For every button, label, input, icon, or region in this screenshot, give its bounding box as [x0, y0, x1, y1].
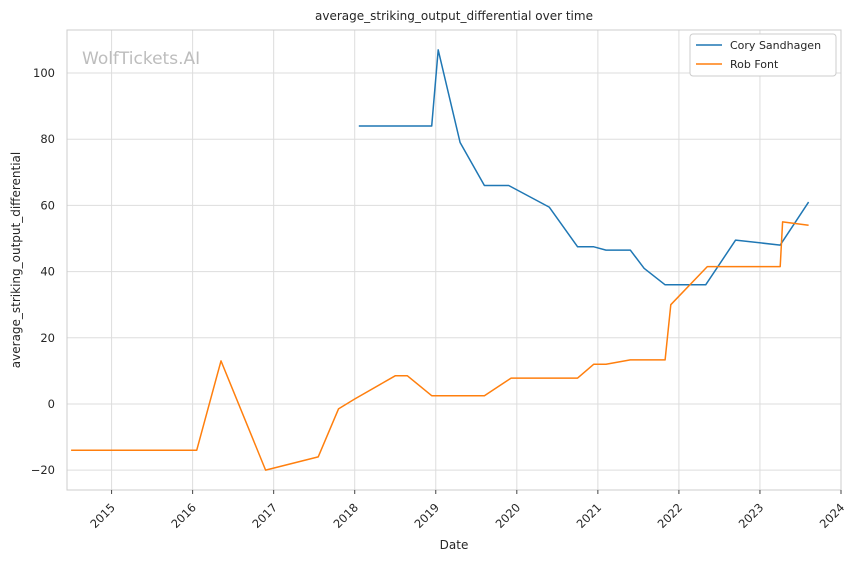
plot-area: [67, 30, 841, 490]
y-tick-label: 80: [40, 132, 55, 146]
x-tick-label: 2016: [168, 500, 199, 531]
series-layer: [71, 49, 810, 471]
legend-box: [689, 33, 837, 77]
grid: [67, 30, 842, 490]
x-tick-label: 2022: [655, 500, 686, 531]
y-tick-label: 40: [40, 265, 55, 279]
legend-label-rob-font: Rob Font: [730, 58, 779, 71]
legend: Cory Sandhagen Rob Font: [689, 33, 837, 77]
series-line-cory-sandhagen: [358, 49, 810, 286]
x-tick-label: 2020: [493, 500, 524, 531]
y-axis-ticks: −20 0 20 40 60 80 100: [31, 66, 55, 477]
x-axis-ticks: 2015 2016 2017 2018 2019 2020 2021 2022 2023 2024: [87, 490, 847, 531]
y-tick-label: −20: [31, 463, 55, 477]
y-tick-label: 0: [48, 397, 55, 411]
x-tick-label: 2017: [249, 500, 280, 531]
series-line-rob-font: [71, 221, 809, 471]
x-tick-label: 2015: [87, 500, 118, 531]
y-tick-label: 20: [40, 331, 55, 345]
x-tick-label: 2019: [412, 500, 443, 531]
y-tick-label: 60: [40, 198, 55, 212]
plot-frame: [66, 29, 842, 491]
watermark: WolfTickets.AI: [82, 49, 200, 69]
x-axis-title: Date: [440, 538, 469, 552]
chart-title: average_striking_output_differential ove…: [315, 9, 593, 23]
legend-label-cory-sandhagen: Cory Sandhagen: [730, 39, 821, 52]
x-tick-label: 2021: [574, 500, 605, 531]
x-tick-label: 2023: [736, 500, 767, 531]
y-axis-title: average_striking_output_differential: [9, 152, 23, 368]
x-tick-label: 2018: [330, 500, 361, 531]
x-tick-label: 2024: [817, 500, 848, 531]
y-tick-label: 100: [33, 66, 55, 80]
